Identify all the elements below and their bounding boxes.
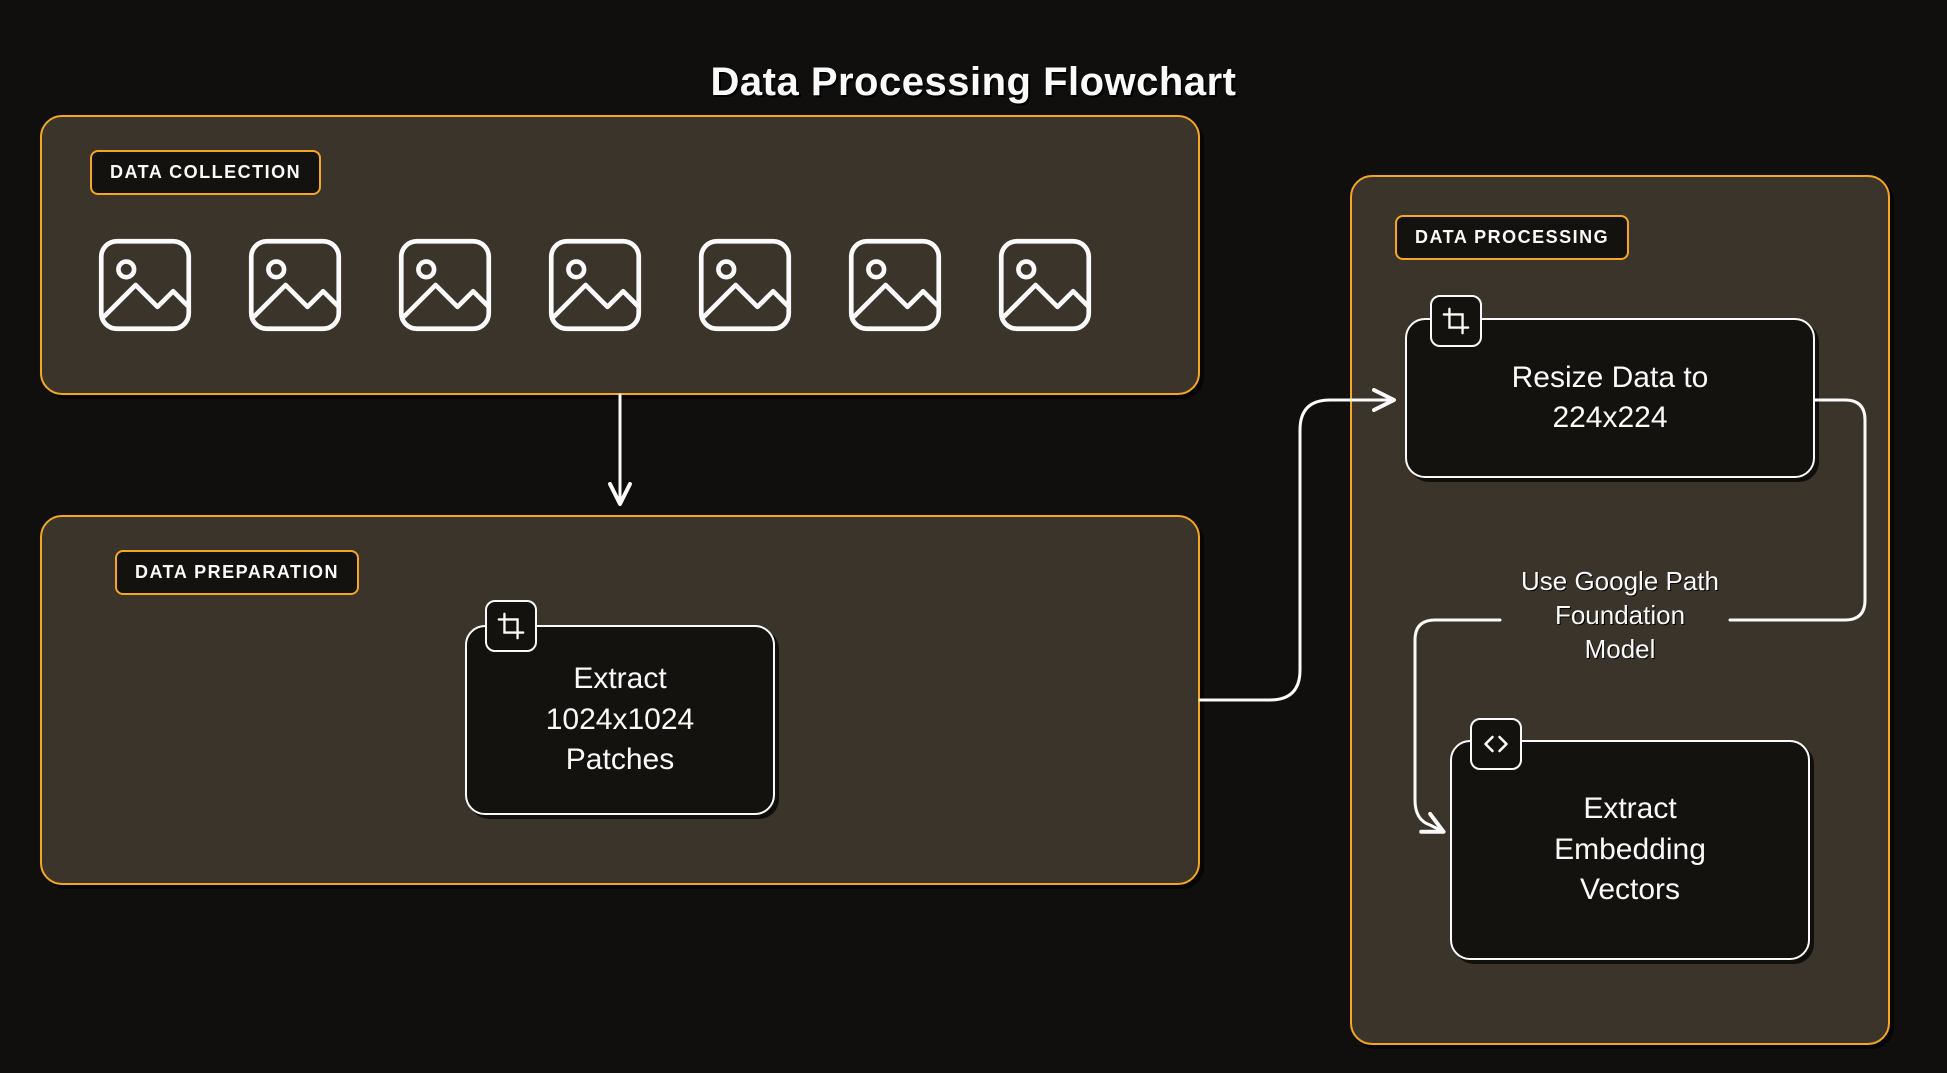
- edge-label-foundation-model: Use Google Path Foundation Model: [1500, 565, 1740, 666]
- node-text: Vectors: [1580, 870, 1680, 911]
- edge-label-line: Foundation: [1500, 599, 1740, 633]
- panel-label-collection: DATA COLLECTION: [90, 150, 321, 195]
- node-text: 224x224: [1552, 398, 1667, 439]
- image-icon: [395, 235, 495, 335]
- image-icon: [695, 235, 795, 335]
- node-text: Embedding: [1554, 830, 1706, 871]
- node-text: 1024x1024: [546, 700, 694, 741]
- panel-label-preparation: DATA PREPARATION: [115, 550, 359, 595]
- image-icon: [845, 235, 945, 335]
- image-icon: [995, 235, 1095, 335]
- node-text: Extract: [1583, 789, 1676, 830]
- panel-label-processing: DATA PROCESSING: [1395, 215, 1629, 260]
- node-extract-embeddings: Extract Embedding Vectors: [1450, 740, 1810, 960]
- page-title: Data Processing Flowchart: [0, 60, 1947, 105]
- edge-label-line: Model: [1500, 633, 1740, 667]
- image-icon: [245, 235, 345, 335]
- image-icon: [545, 235, 645, 335]
- crop-icon: [1430, 295, 1482, 347]
- node-extract-patches: Extract 1024x1024 Patches: [465, 625, 775, 815]
- crop-icon: [485, 600, 537, 652]
- node-text: Resize Data to: [1512, 358, 1709, 399]
- node-text: Extract: [573, 659, 666, 700]
- node-text: Patches: [566, 740, 674, 781]
- image-icon: [95, 235, 195, 335]
- edge-label-line: Use Google Path: [1500, 565, 1740, 599]
- code-icon: [1470, 718, 1522, 770]
